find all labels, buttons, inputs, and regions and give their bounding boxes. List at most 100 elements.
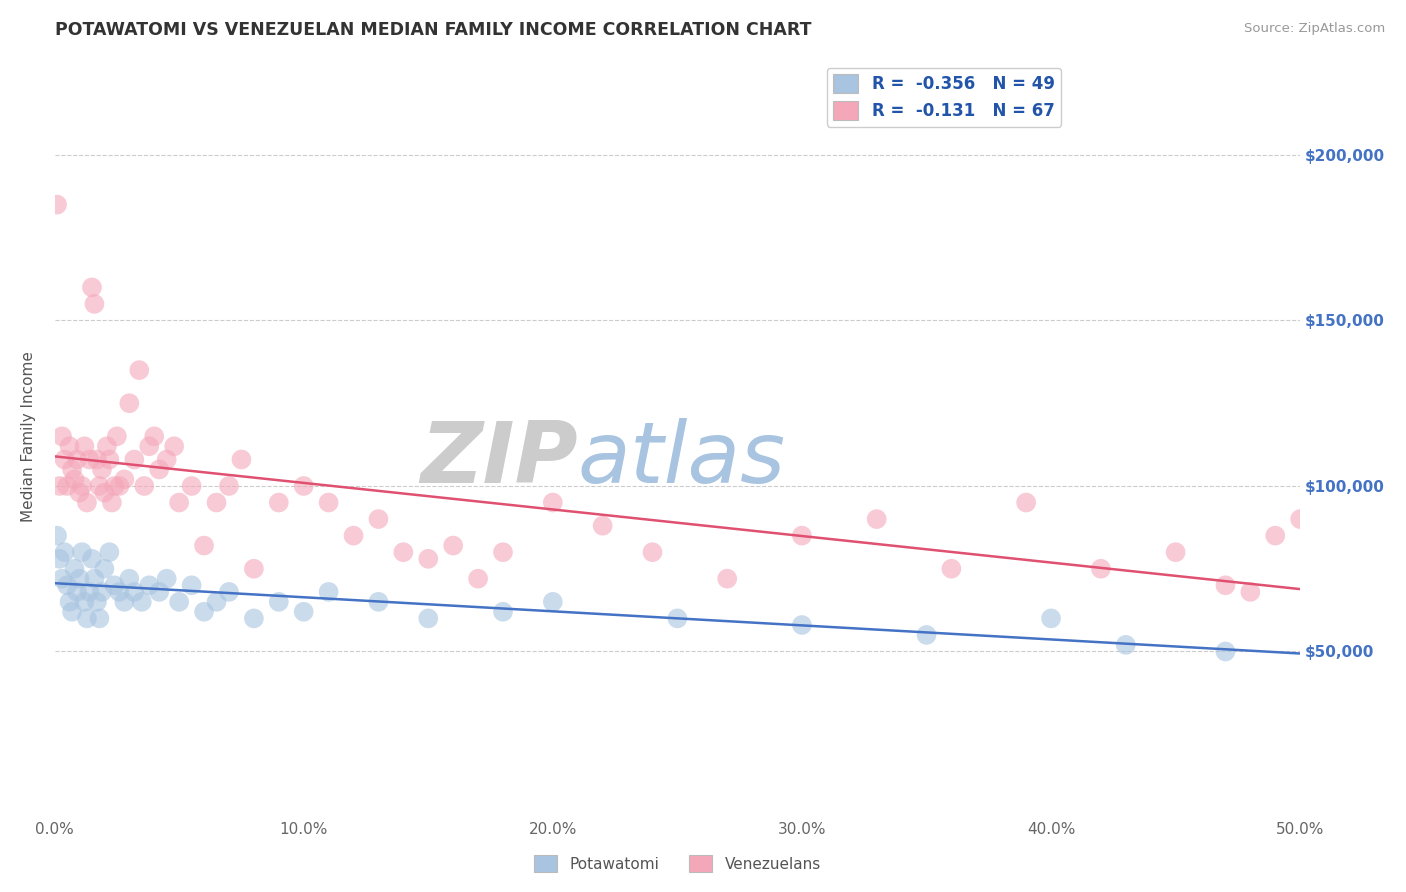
Point (56, 479, 79, 493)
Point (93, 485, 115, 500)
Point (143, 429, 166, 443)
Text: ZIP: ZIP (420, 417, 578, 500)
Point (69, 485, 91, 500)
Point (80, 551, 103, 566)
Point (90, 462, 112, 476)
Point (63, 562, 86, 576)
Point (231, 452, 253, 467)
Point (73, 595, 96, 609)
Point (167, 495, 190, 509)
Point (218, 479, 240, 493)
Point (790, 618, 813, 632)
Point (1040, 611, 1063, 625)
Point (1164, 545, 1187, 559)
Point (76, 611, 98, 625)
Point (180, 578, 202, 592)
Point (1090, 562, 1112, 576)
Point (138, 578, 160, 592)
Point (90, 585, 112, 599)
Point (83, 297, 105, 311)
Point (118, 396, 141, 410)
Point (89, 479, 111, 493)
Point (101, 495, 124, 509)
Point (205, 495, 228, 509)
Point (318, 495, 340, 509)
Point (218, 585, 240, 599)
Point (51, 429, 73, 443)
Point (103, 578, 125, 592)
Text: POTAWATOMI VS VENEZUELAN MEDIAN FAMILY INCOME CORRELATION CHART: POTAWATOMI VS VENEZUELAN MEDIAN FAMILY I… (55, 21, 811, 39)
Point (70, 545, 93, 559)
Point (716, 572, 738, 586)
Point (60, 462, 83, 476)
Point (866, 512, 889, 526)
Legend: Potawatomi, Venezuelans: Potawatomi, Venezuelans (527, 849, 827, 878)
Point (53, 452, 76, 467)
Point (89, 611, 111, 625)
Point (56, 578, 79, 592)
Point (492, 605, 515, 619)
Point (86, 452, 108, 467)
Point (180, 479, 202, 493)
Point (492, 545, 515, 559)
Point (124, 452, 146, 467)
Point (98, 452, 121, 467)
Point (167, 595, 190, 609)
Point (51, 572, 73, 586)
Text: atlas: atlas (578, 417, 786, 500)
Point (112, 595, 135, 609)
Point (641, 545, 664, 559)
Point (58, 439, 80, 453)
Point (418, 611, 440, 625)
Point (83, 572, 105, 586)
Point (58, 595, 80, 609)
Point (156, 452, 179, 467)
Point (267, 495, 290, 509)
Text: Source: ZipAtlas.com: Source: ZipAtlas.com (1244, 22, 1385, 36)
Point (79, 452, 101, 467)
Point (790, 528, 813, 542)
Point (48, 551, 70, 566)
Point (418, 551, 440, 566)
Point (441, 539, 464, 553)
Point (915, 628, 938, 642)
Point (367, 512, 389, 526)
Point (292, 605, 315, 619)
Point (163, 439, 186, 453)
Point (96, 439, 118, 453)
Point (367, 595, 389, 609)
Point (86, 595, 108, 609)
Point (292, 479, 315, 493)
Point (53, 545, 76, 559)
Point (76, 495, 98, 509)
Point (80, 280, 103, 294)
Point (267, 595, 290, 609)
Point (193, 605, 215, 619)
Point (1115, 638, 1137, 652)
Point (46, 528, 69, 542)
Point (342, 528, 364, 542)
Point (148, 462, 170, 476)
Point (541, 595, 564, 609)
Point (138, 439, 160, 453)
Point (48, 479, 70, 493)
Point (1015, 495, 1038, 509)
Point (392, 545, 415, 559)
Point (60, 605, 83, 619)
Point (118, 572, 141, 586)
Point (541, 495, 564, 509)
Point (592, 518, 614, 533)
Point (66, 452, 89, 467)
Point (69, 572, 91, 586)
Point (148, 585, 170, 599)
Y-axis label: Median Family Income: Median Family Income (21, 351, 35, 522)
Point (63, 472, 86, 486)
Point (124, 585, 146, 599)
Point (666, 611, 689, 625)
Point (108, 479, 131, 493)
Point (467, 572, 489, 586)
Point (1264, 528, 1286, 542)
Point (93, 562, 115, 576)
Point (318, 585, 340, 599)
Point (1289, 512, 1312, 526)
